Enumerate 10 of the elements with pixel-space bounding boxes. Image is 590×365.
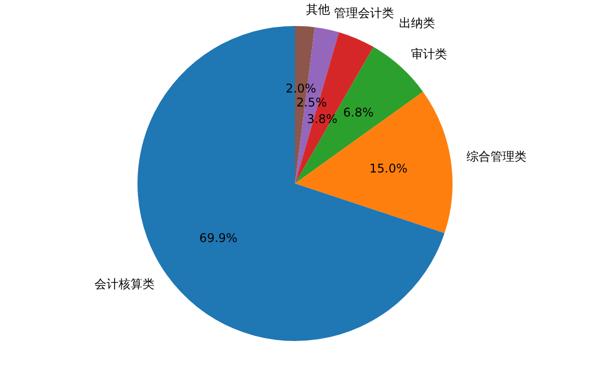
slice-label: 审计类 bbox=[411, 47, 448, 62]
data-label: 2.0% bbox=[286, 81, 316, 96]
data-label: 15.0% bbox=[369, 161, 408, 176]
data-label: 6.8% bbox=[343, 106, 374, 120]
slice-label: 出纳类 bbox=[398, 16, 435, 30]
slice-label: 综合管理类 bbox=[466, 150, 526, 164]
slice-label: 会计核算类 bbox=[94, 277, 155, 292]
slice-label: 管理会计类 bbox=[334, 6, 394, 20]
data-label: 69.9% bbox=[199, 230, 238, 245]
slice-label: 其他 bbox=[306, 2, 330, 17]
